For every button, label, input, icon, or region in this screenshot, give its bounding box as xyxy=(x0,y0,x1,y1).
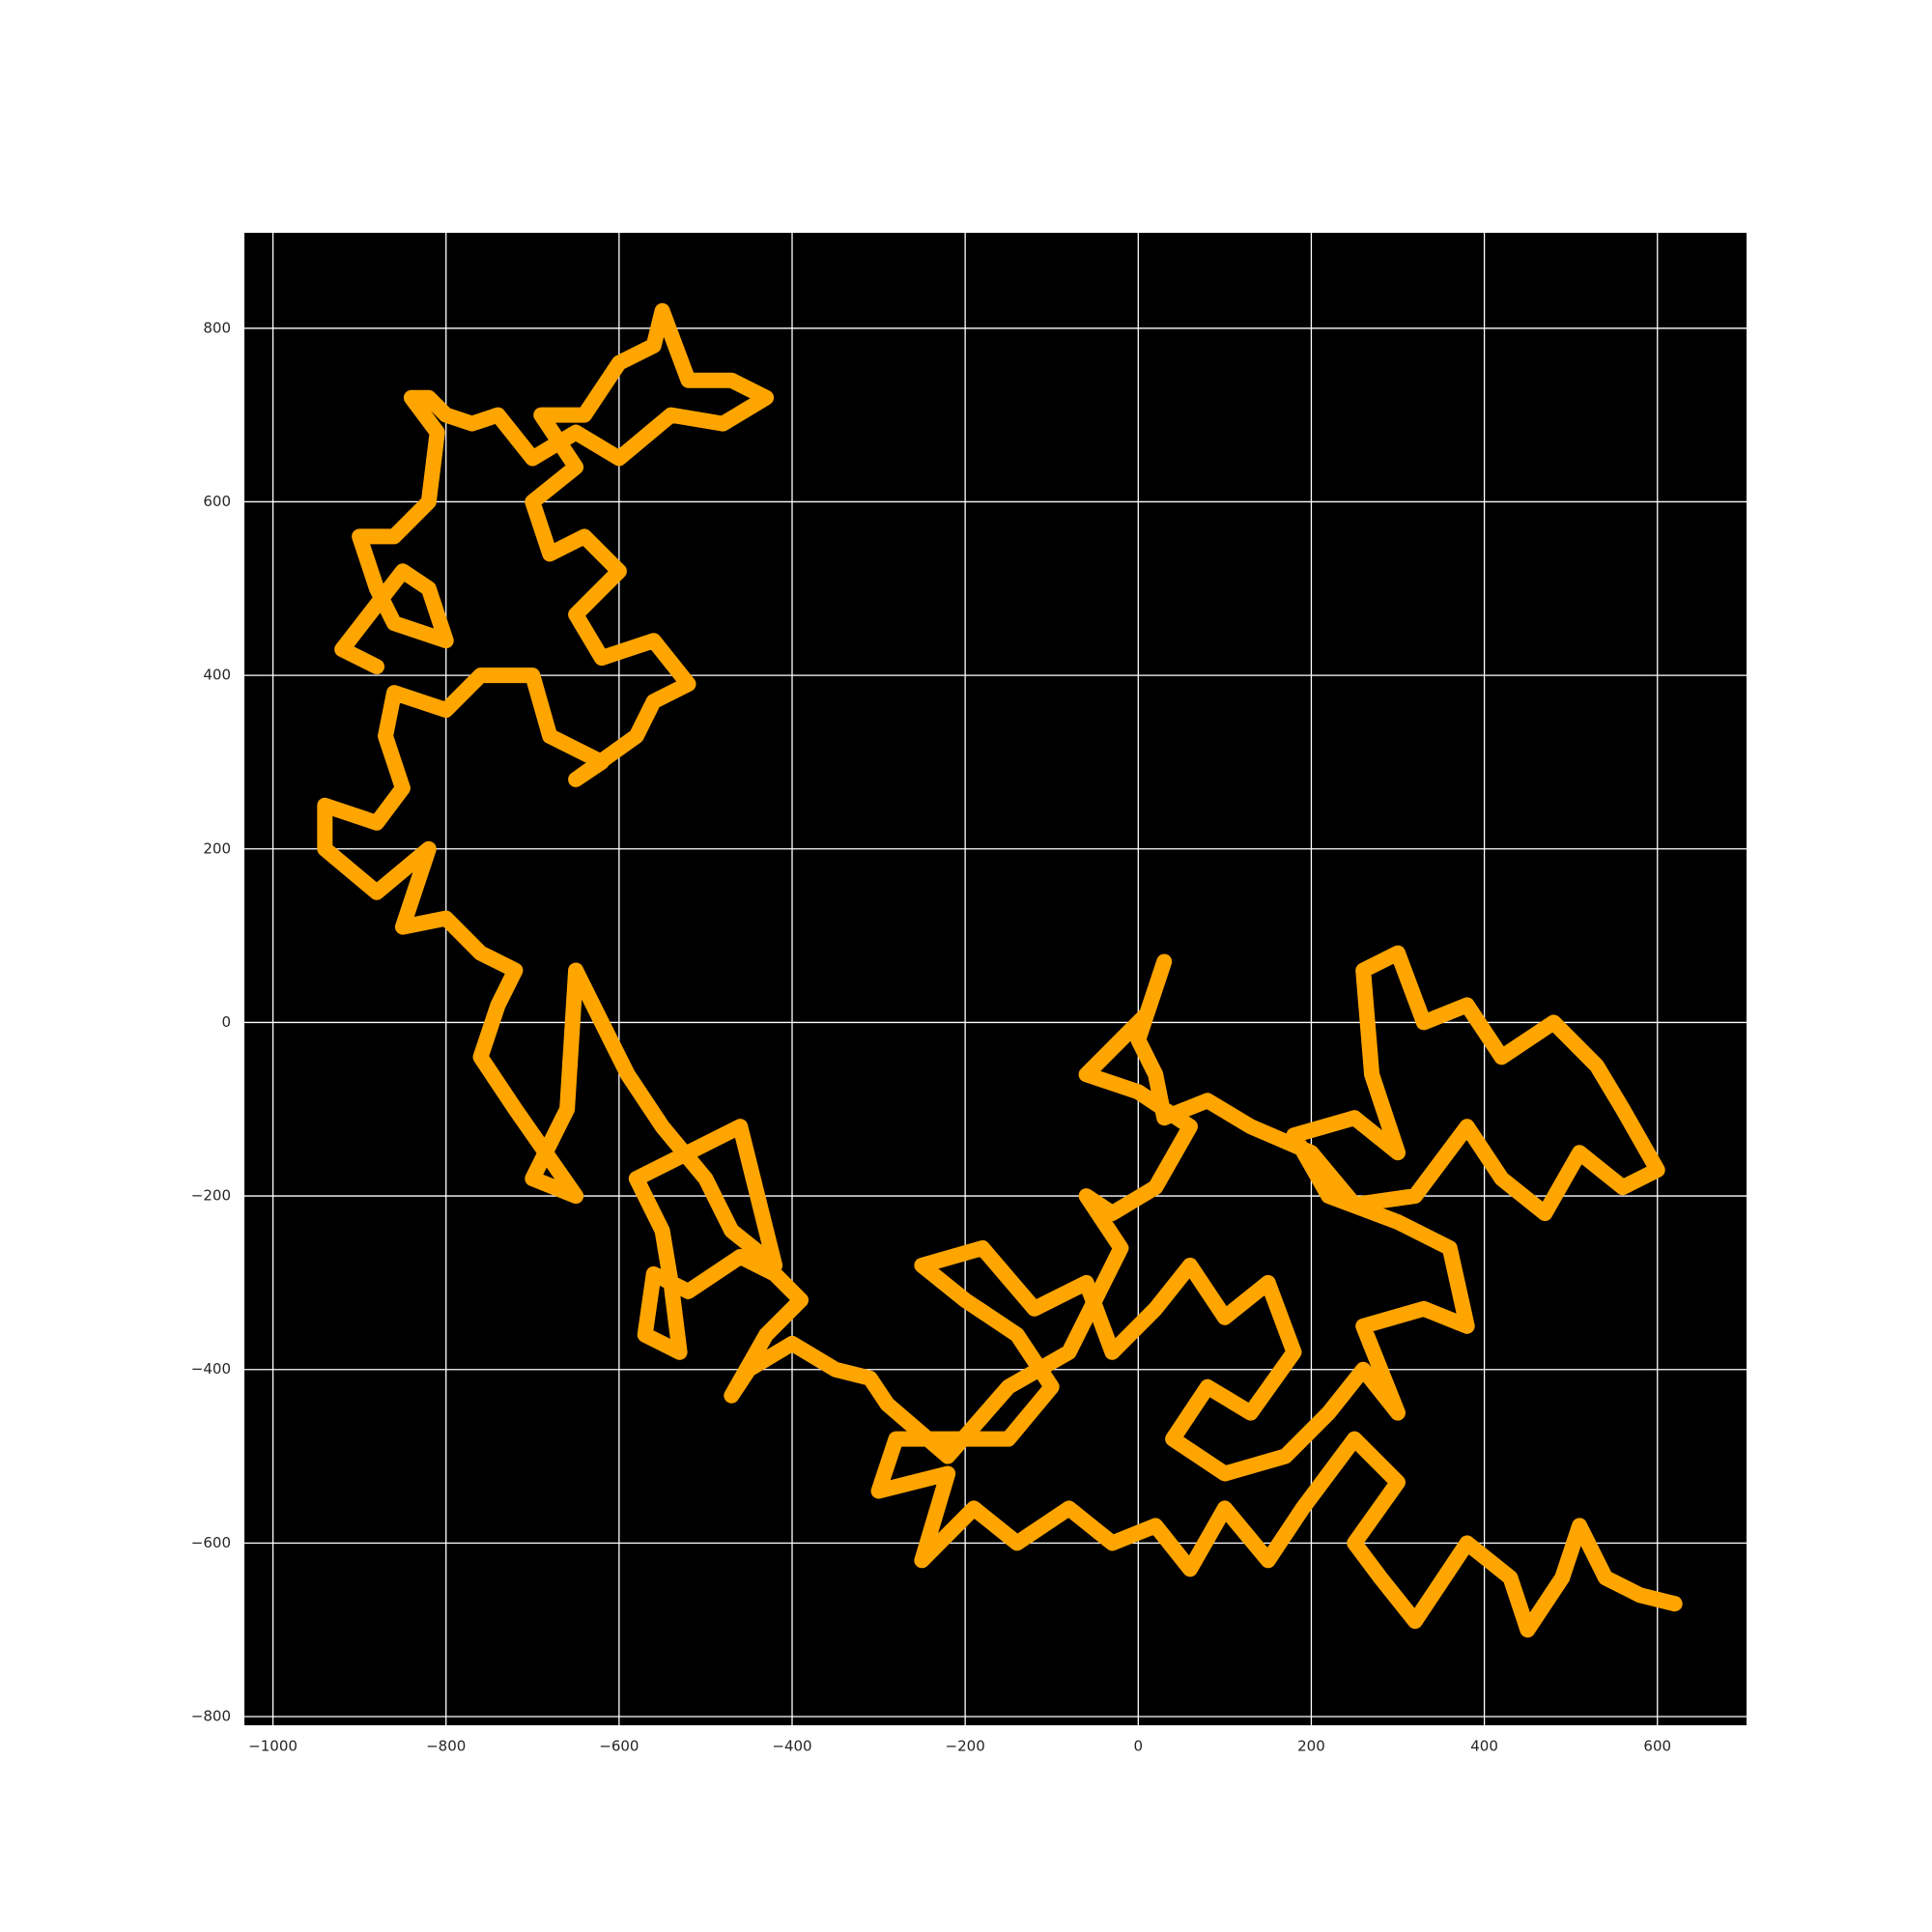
y-tick-label: −800 xyxy=(191,1708,231,1725)
x-tick-label: 400 xyxy=(1470,1738,1498,1755)
x-tick-label: −1000 xyxy=(248,1738,298,1755)
y-tick-label: −600 xyxy=(191,1534,231,1551)
y-tick-label: 200 xyxy=(203,839,231,857)
x-tick-label: 0 xyxy=(1134,1738,1144,1755)
x-tick-label: −400 xyxy=(772,1738,811,1755)
plot-area xyxy=(244,233,1747,1725)
x-tick-label: −800 xyxy=(426,1738,466,1755)
x-tick-label: 600 xyxy=(1643,1738,1671,1755)
walk-line xyxy=(317,302,1683,1638)
y-tick-label: −400 xyxy=(191,1360,231,1378)
y-tick-label: 800 xyxy=(203,319,231,336)
x-tick-label: −200 xyxy=(946,1738,985,1755)
x-tick-label: −600 xyxy=(599,1738,639,1755)
x-tick-label: 200 xyxy=(1297,1738,1325,1755)
y-tick-label: 0 xyxy=(221,1013,231,1031)
y-tick-label: 400 xyxy=(203,667,231,684)
y-tick-label: −200 xyxy=(191,1187,231,1205)
y-tick-label: 600 xyxy=(203,493,231,510)
